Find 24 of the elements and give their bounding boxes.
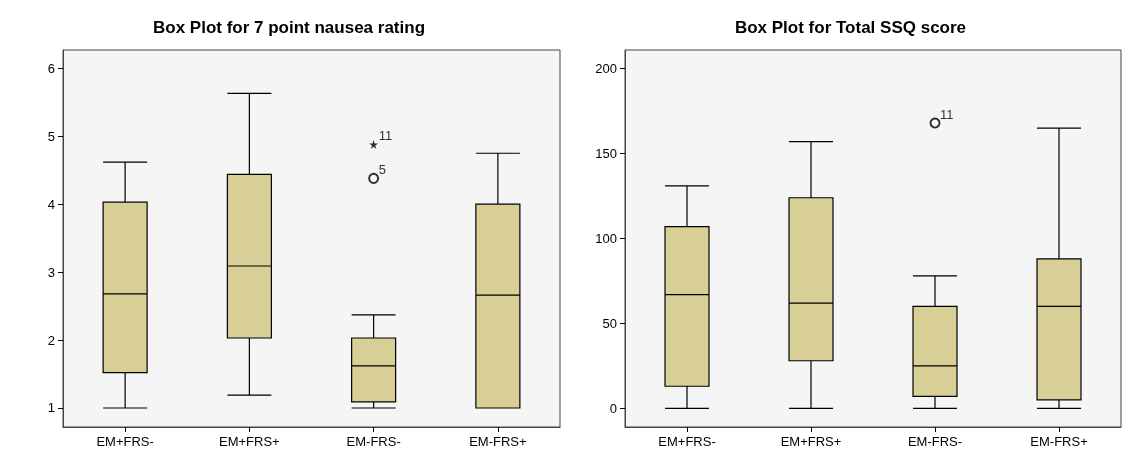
chart-title: Box Plot for Total SSQ score [734,18,967,37]
x-tick-label: EM-FRS+ [1030,434,1088,449]
x-tick-label: EM-FRS- [346,434,401,449]
y-tick-label: 0 [609,400,617,416]
y-tick-label: 4 [47,196,55,212]
annotation: 11 [378,127,393,143]
x-tick-label: EM-FRS+ [469,434,527,449]
y-tick-label: 150 [595,146,617,162]
y-tick-label: 1 [47,400,55,416]
x-tick-label: EM+FRS+ [219,434,280,449]
y-tick-label: 5 [47,128,55,144]
y-tick-label: 100 [595,231,617,246]
y-tick-label: 6 [47,60,55,76]
y-tick-label: 200 [595,61,617,77]
y-tick-label: 3 [47,264,55,280]
chart-title: Box Plot for 7 point nausea rating [152,18,426,37]
x-tick-label: EM+FRS+ [780,434,842,449]
y-tick-label: 50 [602,315,617,331]
annotation: 5 [378,161,386,177]
x-tick-label: EM+FRS- [658,434,716,449]
y-tick-label: 2 [47,332,55,348]
x-tick-label: EM+FRS- [96,434,154,449]
annotation: 11 [940,106,954,122]
x-tick-label: EM-FRS- [907,434,963,449]
